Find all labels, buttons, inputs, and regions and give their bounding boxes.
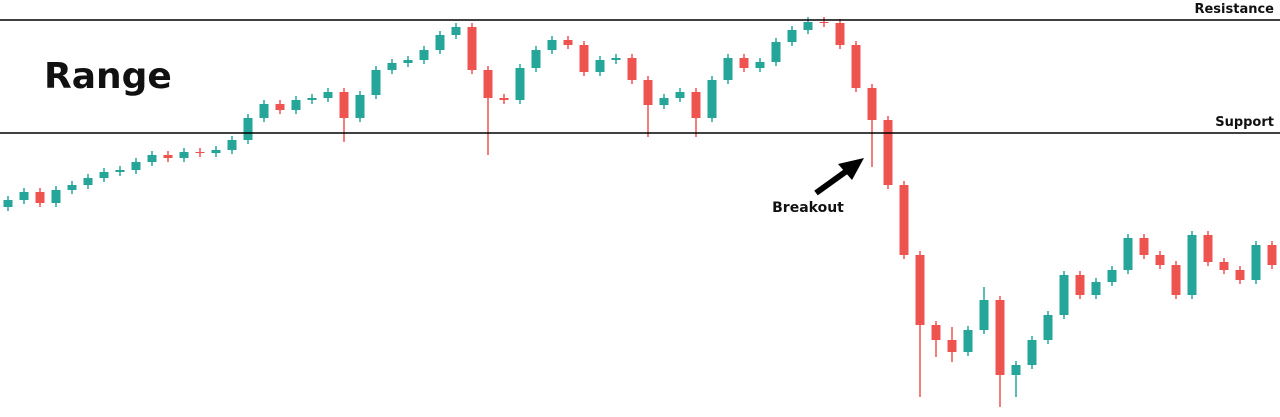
candle-body [563, 40, 573, 45]
candle-body [67, 185, 77, 190]
candle-body [995, 300, 1005, 375]
candle-body [1075, 275, 1085, 295]
arrow-head [838, 158, 864, 180]
candle-body [435, 35, 445, 50]
candle-body [451, 27, 461, 35]
chart-title: Range [44, 56, 172, 97]
candle-body [51, 190, 61, 203]
candle-body [963, 330, 973, 352]
candle-body [147, 155, 157, 162]
level-label: Support [1215, 115, 1274, 130]
candle-body [595, 60, 605, 72]
candle-body [1203, 235, 1213, 262]
candle-body [499, 98, 509, 100]
candle-body [163, 155, 173, 158]
candle-body [1187, 235, 1197, 295]
candle-body [851, 45, 861, 88]
candle-body [307, 98, 317, 100]
candle-body [691, 92, 701, 118]
candle-body [579, 45, 589, 72]
candle-body [211, 150, 221, 153]
candle-body [1043, 315, 1053, 340]
candle-body [387, 63, 397, 70]
candle-body [1155, 255, 1165, 265]
candle-body [659, 98, 669, 105]
candle-body [83, 178, 93, 185]
candle-body [675, 92, 685, 98]
candle-body [1171, 265, 1181, 295]
candle-body [867, 88, 877, 120]
candle-body [547, 40, 557, 50]
candle-body [1251, 245, 1261, 280]
candle-body [611, 58, 621, 60]
candle-body [467, 27, 477, 70]
candle-body [483, 70, 493, 98]
candle-body [915, 255, 925, 325]
arrow-shaft [814, 167, 850, 196]
candle-body [1235, 270, 1245, 280]
candle-body [515, 68, 525, 100]
annotation: Breakout [772, 200, 844, 216]
candle-body [355, 95, 365, 118]
candle-body [1011, 365, 1021, 375]
candle-body [35, 192, 45, 203]
candle-body [707, 80, 717, 118]
candle-body [1107, 270, 1117, 282]
candle-body [1139, 238, 1149, 255]
candle-body [643, 80, 653, 105]
candle-body [99, 172, 109, 178]
candle-body [739, 58, 749, 68]
candle-body [1219, 262, 1229, 270]
candle-body [131, 162, 141, 170]
candle-body [243, 118, 253, 140]
candle-body [787, 30, 797, 42]
arrow [814, 158, 864, 196]
candle-body [371, 70, 381, 95]
candle-body [115, 170, 125, 172]
candle-body [771, 42, 781, 62]
candle-body [3, 200, 13, 207]
candle-body [403, 60, 413, 63]
candle-body [835, 23, 845, 45]
candle-body [899, 185, 909, 255]
candle-body [339, 92, 349, 118]
candle-body [195, 152, 205, 153]
candle-body [323, 92, 333, 98]
candle-body [291, 100, 301, 110]
candle-body [979, 300, 989, 330]
candle-body [419, 50, 429, 60]
candle-body [531, 50, 541, 68]
candle-body [227, 140, 237, 150]
level-label: Resistance [1194, 2, 1274, 17]
candle-body [275, 104, 285, 110]
candle-body [803, 22, 813, 30]
candle-body [1027, 340, 1037, 365]
candle-body [259, 104, 269, 118]
candle-body [1091, 282, 1101, 295]
candle-body [931, 325, 941, 340]
candle-body [947, 340, 957, 352]
candle-body [1123, 238, 1133, 270]
candle-body [883, 120, 893, 185]
candle-body [819, 22, 829, 23]
candle-body [179, 152, 189, 158]
candle-body [1267, 245, 1277, 265]
candle-body [755, 62, 765, 68]
candle-body [19, 192, 29, 200]
candle-body [1059, 275, 1069, 315]
candle-body [723, 58, 733, 80]
candle-body [627, 58, 637, 80]
